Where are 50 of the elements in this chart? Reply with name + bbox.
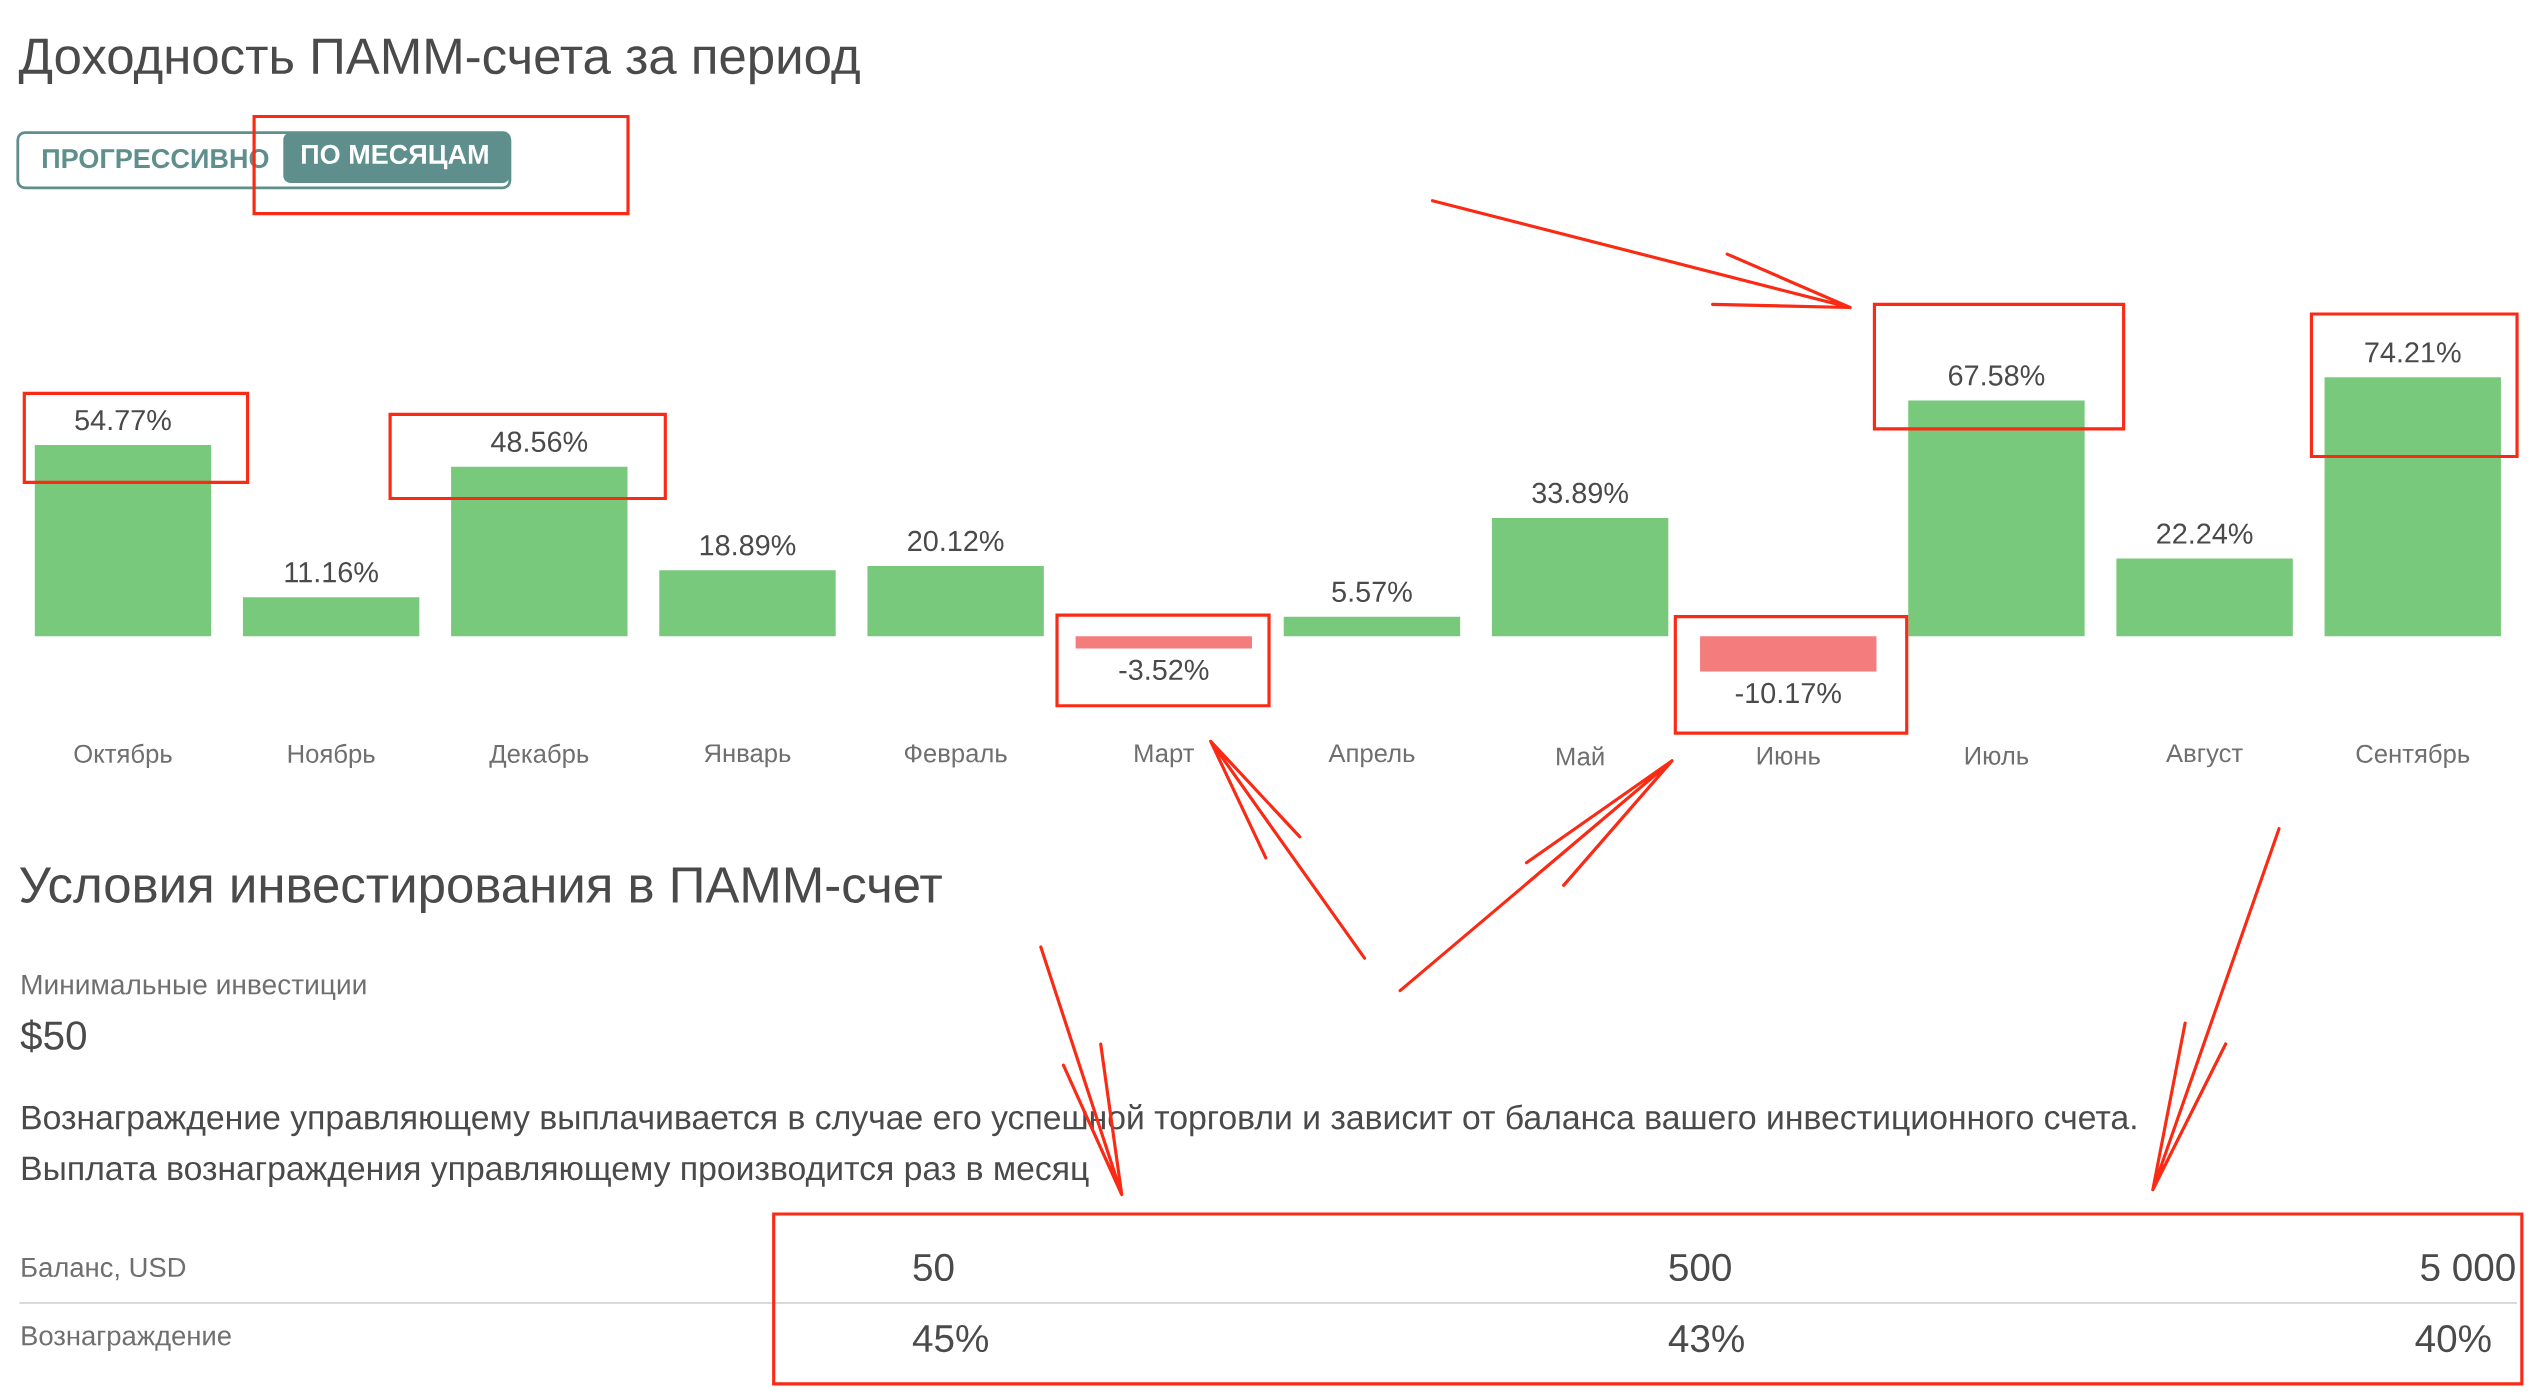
bar [242, 597, 420, 637]
x-tick-label: Май [1557, 746, 1604, 766]
data-label: 11.16% [285, 562, 378, 583]
text: 500 [1669, 1253, 1731, 1282]
text: Вознаграждение [22, 1326, 231, 1351]
bar [1700, 636, 1877, 672]
data-label: -10.17% [1735, 682, 1841, 704]
data-label: 33.89% [1532, 482, 1628, 504]
text: Баланс, USD [22, 1257, 186, 1281]
x-tick-label: Июль [1965, 746, 2029, 765]
x-tick-label: Январь [704, 744, 791, 768]
data-label: 5.57% [1332, 581, 1412, 602]
text: Выплата вознаграждения управляющему производится раз в месяц [22, 1156, 1089, 1188]
data-label: 67.58% [1949, 365, 2045, 386]
data-label: 74.21% [2365, 342, 2461, 363]
data-label: -3.52% [1119, 659, 1209, 681]
bar [1908, 400, 2085, 637]
x-tick-label: Апрель [1328, 744, 1415, 768]
data-label: 20.12% [908, 530, 1004, 552]
bar [659, 570, 836, 637]
bar [867, 565, 1044, 637]
x-tick-label: Декабрь [489, 743, 589, 768]
chart-title: Доходность ПАММ-счета за период [18, 38, 860, 85]
text: ПО МЕСЯЦАМ [301, 144, 488, 170]
x-tick-label: Август [2166, 744, 2243, 768]
bar [34, 445, 212, 637]
bar [1075, 636, 1252, 649]
bar [1491, 517, 1669, 637]
bar [1283, 616, 1461, 637]
text: 50 [913, 1253, 954, 1282]
text: $50 [20, 1019, 86, 1053]
text: Минимальные инвестиции [22, 974, 366, 1000]
bar [2324, 377, 2501, 637]
text: 45% [912, 1325, 988, 1353]
text: Условия инвестирования в ПАММ-счет [19, 867, 942, 914]
data-label: 22.24% [2157, 523, 2253, 544]
data-label: 18.89% [700, 535, 796, 556]
bar [451, 466, 628, 637]
text: 43% [1668, 1324, 1744, 1353]
text: 40% [2415, 1324, 2491, 1353]
text: 5 000 [2421, 1253, 2515, 1282]
x-tick-label: Ноябрь [288, 743, 375, 768]
x-tick-label: Март [1135, 744, 1195, 768]
x-tick-label: Июнь [1757, 746, 1820, 765]
x-tick-label: Февраль [904, 744, 1007, 768]
data-label: 54.77% [75, 410, 171, 431]
x-tick-label: Октябрь [74, 743, 172, 768]
data-label: 48.56% [491, 431, 588, 452]
x-tick-label: Сентябрь [2356, 743, 2470, 768]
bar [2116, 558, 2293, 637]
